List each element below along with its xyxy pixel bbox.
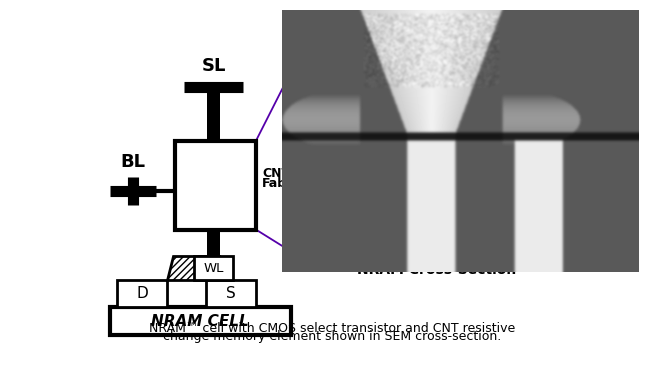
Bar xyxy=(117,279,167,307)
Polygon shape xyxy=(200,256,220,279)
Bar xyxy=(175,141,256,171)
Text: SL: SL xyxy=(202,57,226,75)
Text: NRAM Cross-Section: NRAM Cross-Section xyxy=(357,263,516,277)
Bar xyxy=(110,307,290,335)
Bar xyxy=(206,279,256,307)
Bar xyxy=(175,141,256,230)
Bar xyxy=(175,171,256,200)
Bar xyxy=(207,230,220,256)
Text: Fabric: Fabric xyxy=(262,177,305,190)
Bar xyxy=(207,87,220,141)
Polygon shape xyxy=(167,256,207,279)
Text: WL: WL xyxy=(203,261,224,274)
Text: NRAM CELL: NRAM CELL xyxy=(151,314,249,328)
Text: CNT: CNT xyxy=(262,167,290,180)
Bar xyxy=(175,200,256,230)
Text: S: S xyxy=(226,285,236,301)
Text: NRAM™ cell with CMOS select transistor and CNT resistive: NRAM™ cell with CMOS select transistor a… xyxy=(149,322,515,335)
Text: BL: BL xyxy=(120,153,145,171)
Text: change memory element shown in SEM cross-section.: change memory element shown in SEM cross… xyxy=(163,330,501,343)
Bar xyxy=(194,256,233,279)
Text: D: D xyxy=(137,285,148,301)
